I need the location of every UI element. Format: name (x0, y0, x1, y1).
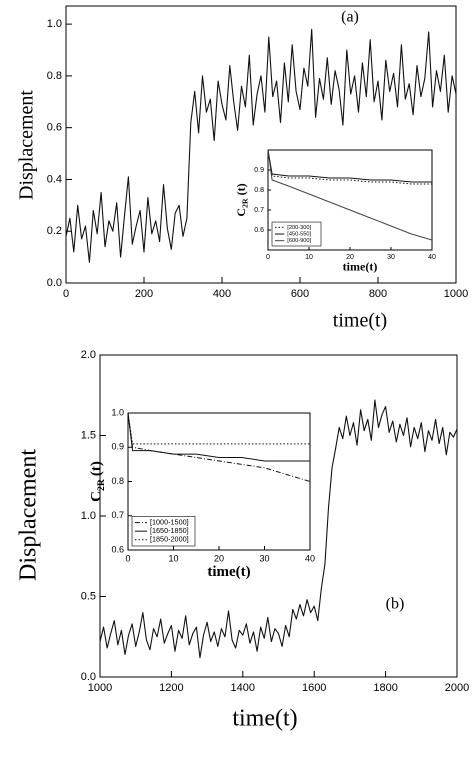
y-axis-label-main: C (89, 491, 105, 502)
x-tick-label: 0 (125, 553, 130, 563)
panel-label: (b) (386, 596, 405, 613)
x-tick-label: 1000 (88, 682, 112, 694)
x-tick-label: 1000 (444, 288, 468, 300)
y-tick-label: 1.0 (111, 407, 124, 417)
y-axis-label: Displacement (16, 90, 38, 200)
x-tick-label: 10 (168, 553, 178, 563)
y-axis-label-main: C (234, 208, 248, 217)
y-tick-label: 0.2 (47, 225, 62, 237)
y-tick-label: 0.8 (254, 187, 264, 194)
y-tick-label: 2.0 (81, 349, 96, 361)
y-axis-label: Displacement (16, 449, 42, 581)
x-tick-label: 200 (135, 288, 153, 300)
x-tick-label: 1200 (159, 682, 183, 694)
y-tick-label: 0.9 (254, 167, 264, 174)
data-line (127, 412, 311, 482)
y-tick-label: 0.8 (47, 70, 62, 82)
y-axis-label-end: (t) (89, 461, 105, 476)
x-tick-label: 800 (369, 288, 387, 300)
legend-label: [1650-1850] (150, 526, 189, 535)
x-tick-label: 1600 (302, 682, 326, 694)
x-axis-label: time(t) (343, 260, 378, 274)
y-tick-label: 0.6 (254, 227, 264, 234)
y-tick-label: 0.8 (111, 476, 124, 486)
x-tick-label: 40 (305, 553, 315, 563)
x-tick-label: 400 (213, 288, 231, 300)
y-tick-label: 0.7 (111, 510, 124, 520)
legend-label: [1000-1500] (150, 518, 189, 527)
x-tick-label: 30 (259, 553, 269, 563)
x-tick-label: 40 (428, 254, 436, 261)
x-tick-label: 10 (305, 254, 313, 261)
x-tick-label: 2000 (445, 682, 469, 694)
legend-label: [1850-2000] (150, 535, 189, 544)
y-tick-label: 0.6 (111, 544, 124, 554)
y-axis-label-end: (t) (234, 183, 248, 195)
x-tick-label: 20 (346, 254, 354, 261)
panel-label: (a) (341, 9, 359, 26)
data-line (127, 412, 310, 462)
x-tick-label: 0 (266, 254, 270, 261)
data-line (127, 412, 310, 445)
y-axis-label-sub: 2R (96, 478, 107, 491)
data-line (267, 149, 433, 241)
data-line (65, 28, 457, 263)
y-axis-label: C2R (t) (234, 183, 250, 216)
x-axis-label: time(t) (333, 310, 387, 332)
legend-box (271, 221, 322, 247)
y-axis-label-sub: 2R (240, 198, 249, 208)
y-tick-label: 0.7 (254, 207, 264, 214)
x-tick-label: 20 (214, 553, 224, 563)
plot-frame (65, 5, 457, 284)
x-tick-label: 30 (387, 254, 395, 261)
x-tick-label: 600 (291, 288, 309, 300)
y-tick-label: 0.0 (81, 671, 96, 683)
x-tick-label: 0 (63, 288, 69, 300)
y-axis-label: C2R (t) (89, 461, 107, 502)
y-tick-label: 1.5 (81, 429, 96, 441)
x-axis-label: time(t) (207, 564, 250, 580)
y-tick-label: 1.0 (47, 18, 62, 30)
data-line (267, 149, 432, 183)
y-tick-label: 0.0 (47, 277, 62, 289)
y-tick-label: 0.9 (111, 442, 124, 452)
y-tick-label: 1.0 (81, 510, 96, 522)
legend-label: [450-550] (287, 232, 311, 238)
legend-label: [600-900] (287, 238, 311, 244)
y-tick-label: 0.4 (47, 173, 62, 185)
x-tick-label: 1400 (231, 682, 255, 694)
y-tick-label: 0.5 (81, 590, 96, 602)
x-axis-label: time(t) (232, 706, 297, 732)
y-tick-label: 0.6 (47, 122, 62, 134)
legend-label: [200-300] (287, 225, 311, 231)
data-line (99, 399, 458, 659)
x-tick-label: 1800 (373, 682, 397, 694)
